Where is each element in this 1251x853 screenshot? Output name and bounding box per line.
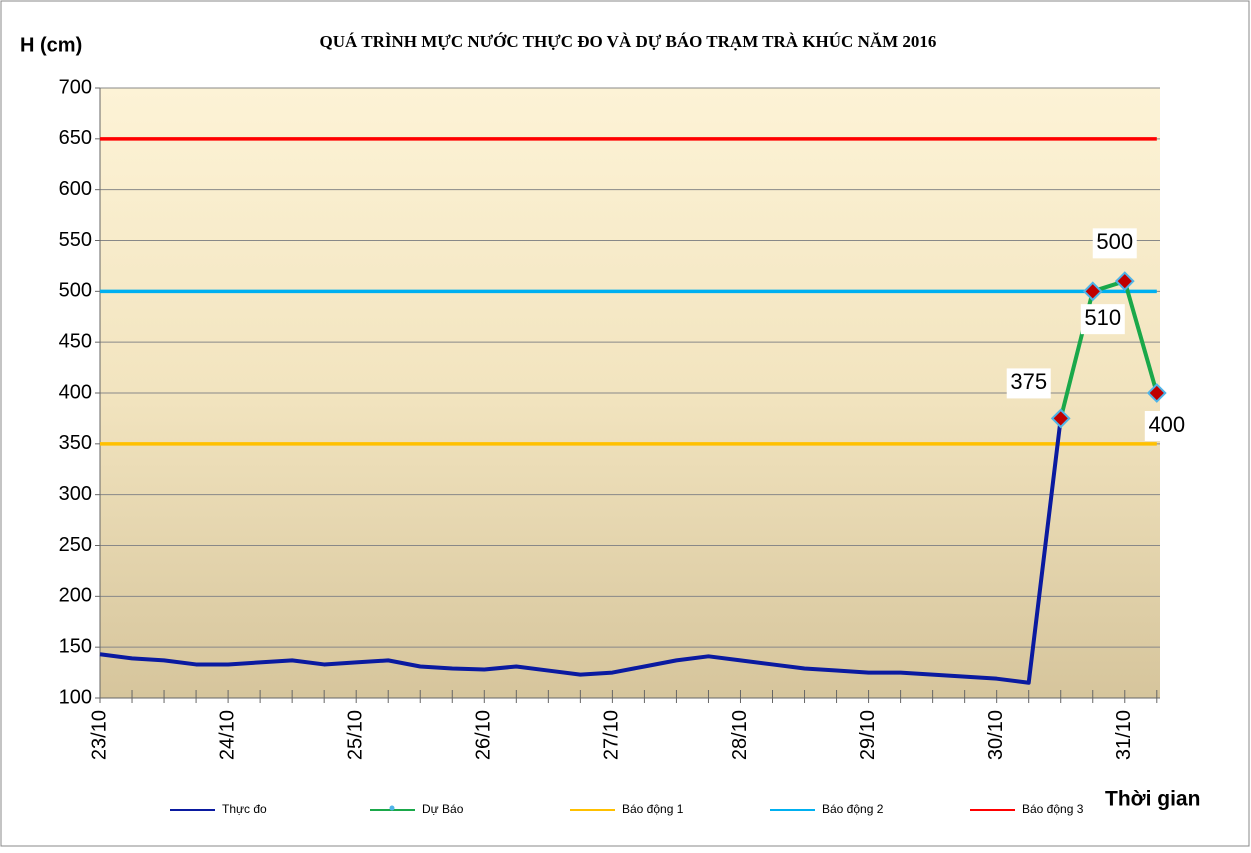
legend-marker: [389, 805, 395, 811]
y-tick-label: 250: [59, 534, 92, 556]
marker: [1082, 281, 1103, 302]
y-tick-label: 150: [59, 635, 92, 657]
x-tick-label: 24/10: [216, 710, 238, 760]
x-tick-label: 23/10: [88, 710, 110, 760]
y-tick-label: 100: [59, 686, 92, 708]
label-box: [1144, 411, 1189, 441]
series-line: [99, 418, 1063, 685]
chart-title: QUÁ TRÌNH MỰC NƯỚC THỰC ĐO VÀ DỰ BÁO TRẠ…: [320, 32, 937, 51]
data-label: 400: [1148, 412, 1185, 437]
data-label: 375: [1010, 369, 1047, 394]
y-tick-label: 600: [59, 178, 92, 200]
y-tick-label: 550: [59, 229, 92, 251]
marker: [1050, 408, 1071, 429]
y-tick-label: 650: [59, 127, 92, 149]
y-tick-label: 350: [59, 432, 92, 454]
x-tick-label: 27/10: [601, 710, 623, 760]
data-label: 500: [1096, 229, 1133, 254]
y-tick-label: 700: [59, 76, 92, 98]
legend-label: Thực đo: [222, 802, 267, 816]
y-tick-label: 500: [59, 280, 92, 302]
marker: [1114, 271, 1135, 292]
label-box: [1080, 304, 1125, 335]
series-line: [1058, 279, 1159, 419]
y-tick-label: 300: [59, 483, 92, 505]
x-axis-label: Thời gian: [1105, 788, 1200, 811]
legend-label: Báo động 3: [1022, 802, 1084, 816]
y-tick-label: 400: [59, 381, 92, 403]
label-box: [1092, 228, 1137, 259]
x-tick-label: 28/10: [729, 710, 751, 760]
x-tick-label: 30/10: [985, 710, 1007, 760]
legend-label: Báo động 1: [622, 802, 684, 816]
marker: [1146, 383, 1167, 403]
x-tick-label: 26/10: [473, 710, 495, 760]
label-box: [1006, 368, 1051, 399]
y-axis-label: H (cm): [20, 34, 82, 56]
x-tick-label: 29/10: [857, 710, 879, 760]
x-tick-label: 25/10: [344, 710, 366, 760]
y-tick-label: 200: [59, 585, 92, 607]
legend-label: Báo động 2: [822, 802, 884, 816]
x-tick-label: 31/10: [1113, 710, 1135, 760]
legend-label: Dự Báo: [422, 802, 464, 816]
data-label: 510: [1084, 305, 1121, 330]
y-tick-label: 450: [59, 330, 92, 352]
